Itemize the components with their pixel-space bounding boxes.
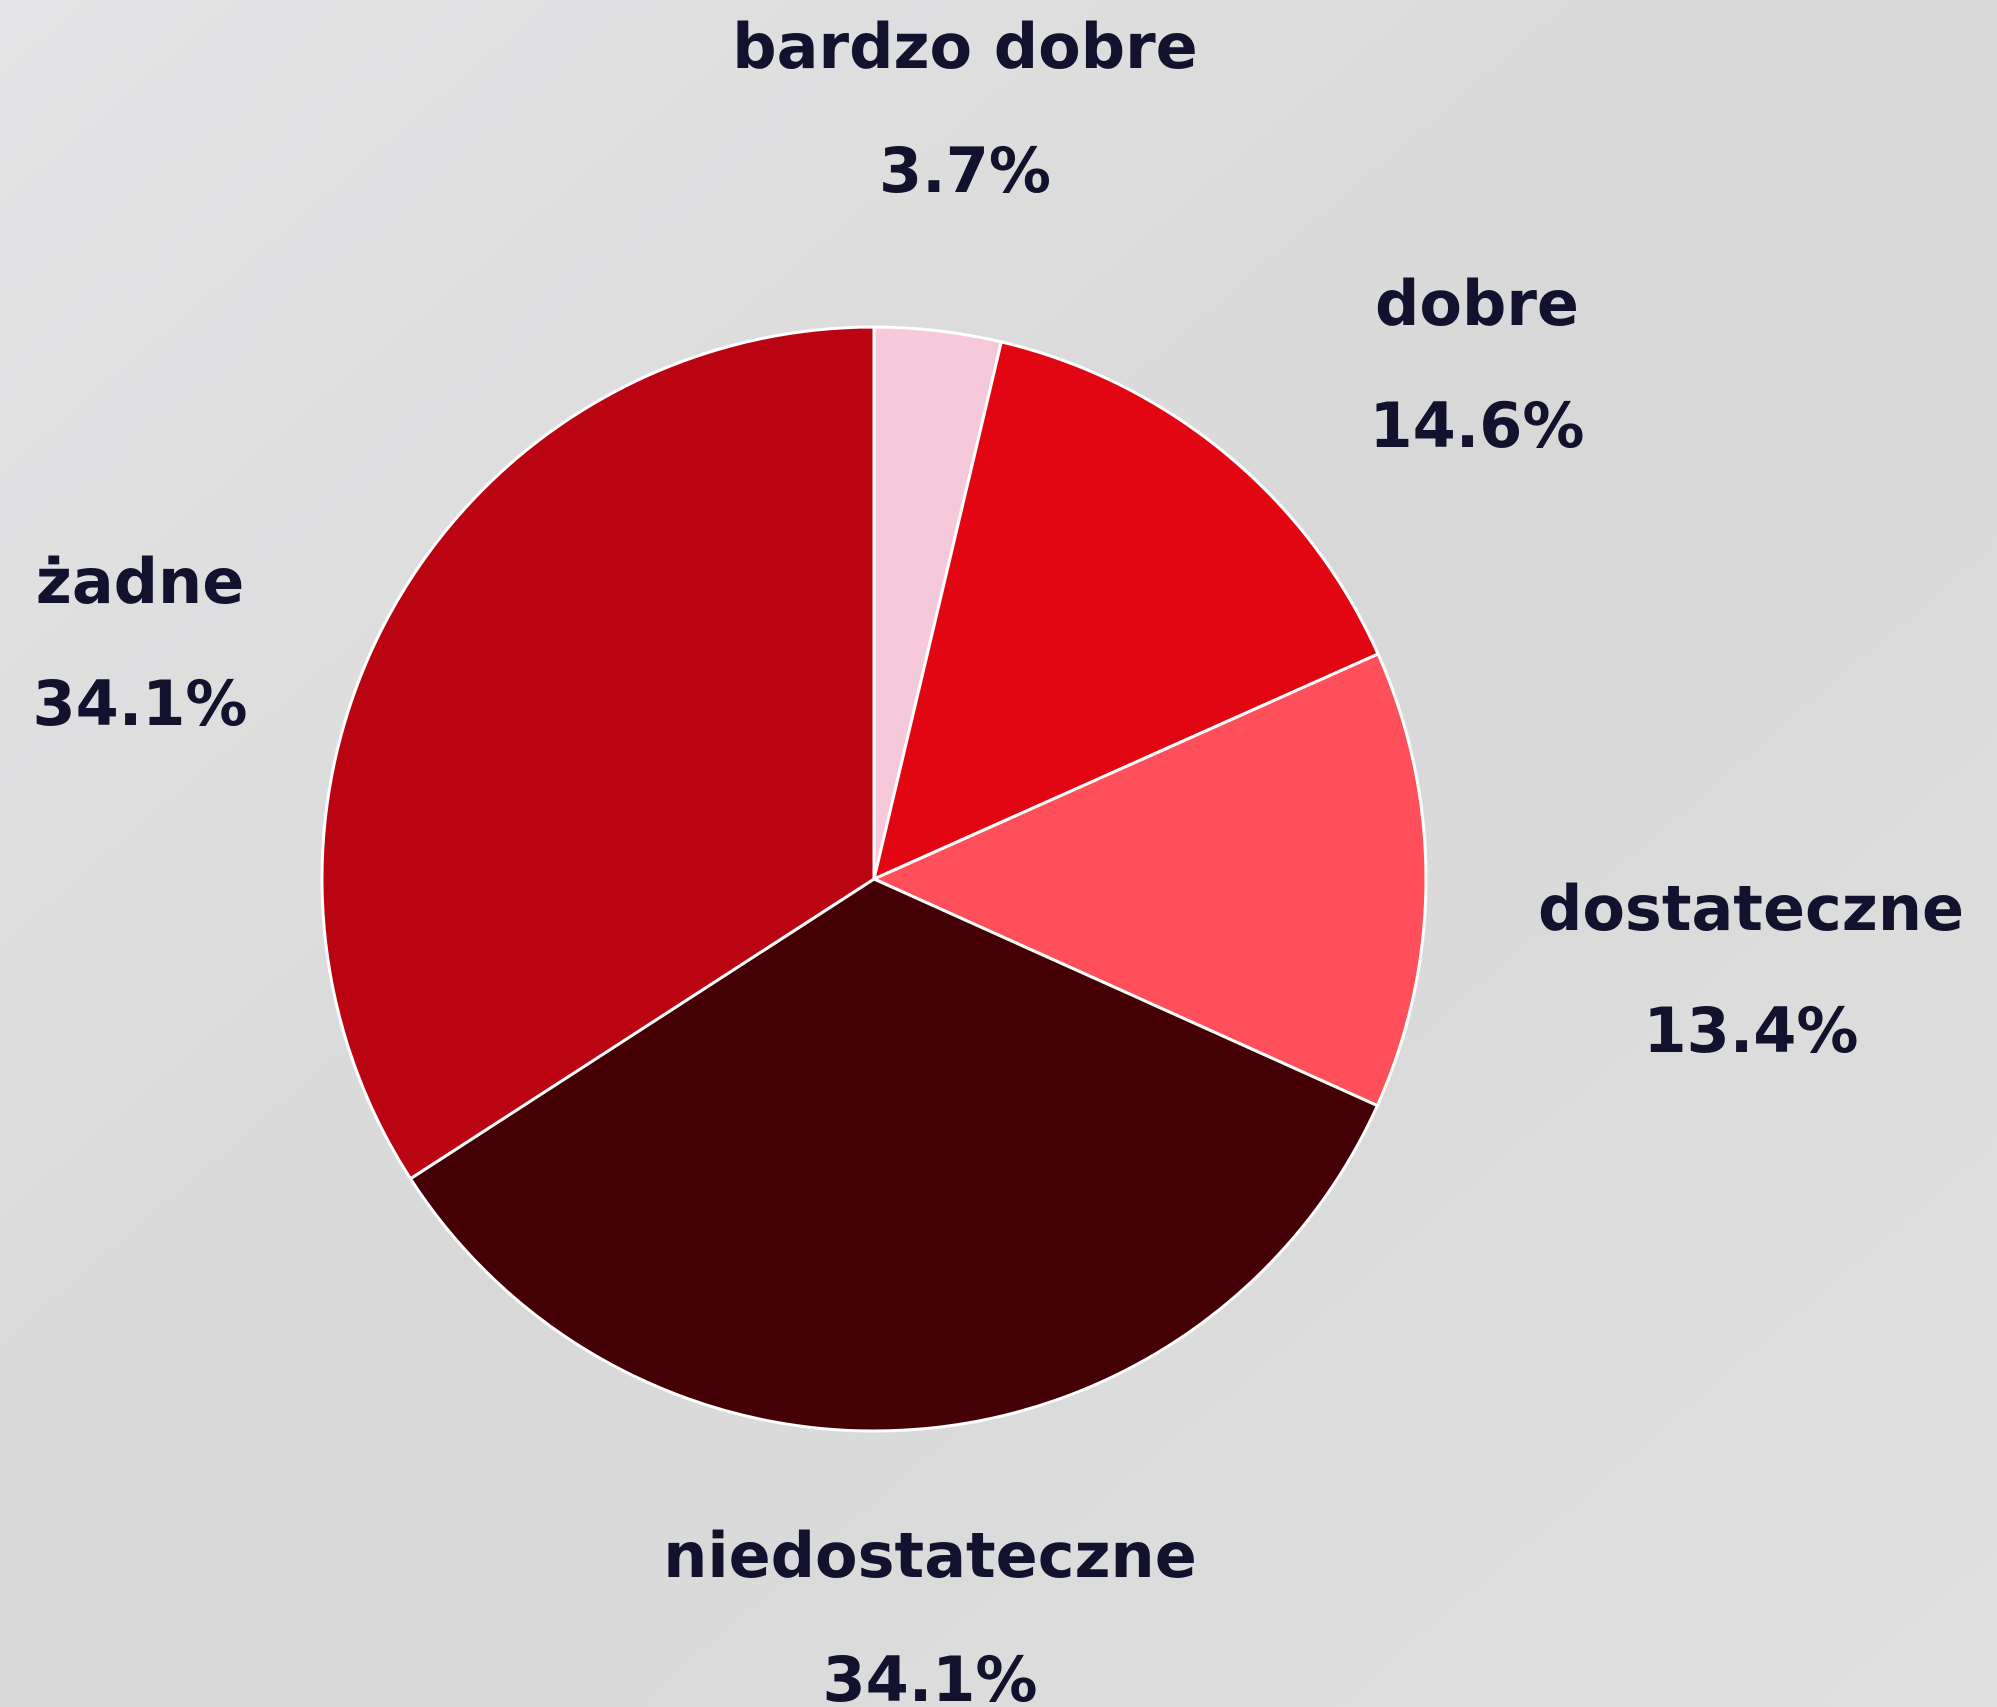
slice-value-label: 34.1%: [822, 1643, 1037, 1707]
slice-label: dostateczne: [1538, 872, 1964, 945]
slice-label: dobre: [1375, 267, 1579, 340]
slice-value-label: 14.6%: [1369, 389, 1584, 462]
slice-value-label: 3.7%: [879, 134, 1051, 207]
pie-slice: [870, 652, 1428, 1108]
pie-slice: [871, 340, 1381, 882]
slice-label: niedostateczne: [663, 1519, 1197, 1592]
slice-label: bardzo dobre: [732, 10, 1197, 83]
slice-value-label: 34.1%: [32, 667, 247, 740]
slice-label: żadne: [36, 545, 245, 618]
pie-slice: [320, 325, 876, 1181]
pie-slice: [408, 877, 1380, 1433]
slice-value-label: 13.4%: [1643, 994, 1858, 1067]
